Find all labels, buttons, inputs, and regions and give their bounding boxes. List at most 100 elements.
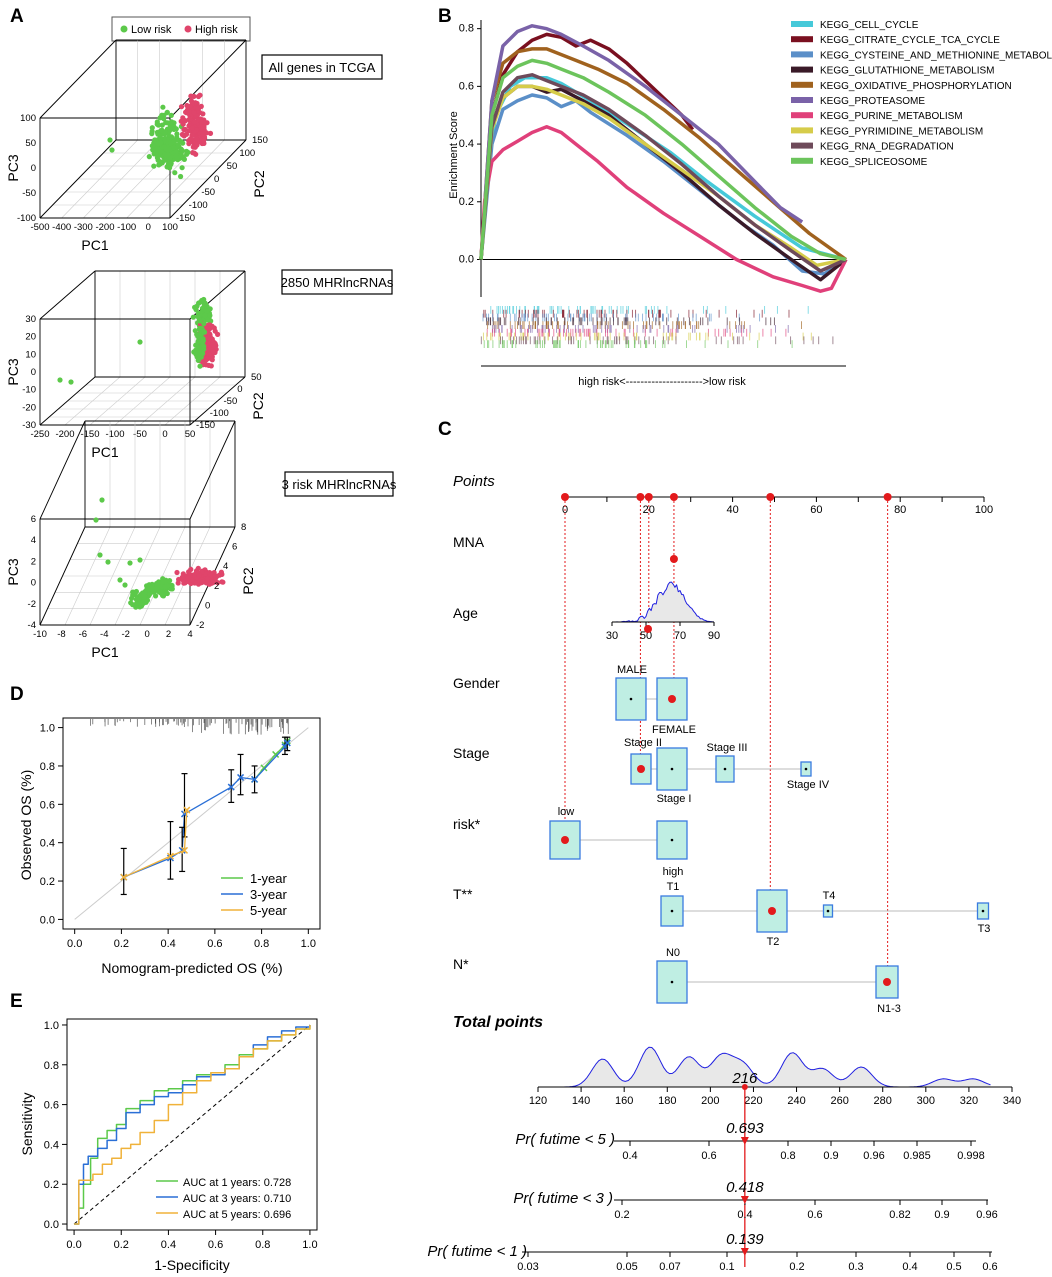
pca-point <box>147 591 153 597</box>
gsea-y-tick-label: 0.2 <box>459 196 474 208</box>
z-tick-label: 6 <box>232 542 237 553</box>
pca-point <box>179 131 185 138</box>
pca-point <box>195 105 201 111</box>
legend-marker-low <box>120 25 128 33</box>
gsea-y-tick-label: 0.0 <box>459 253 474 265</box>
y-tick-label: -100 <box>17 213 36 224</box>
gsea-y-tick-label: 0.6 <box>459 80 474 92</box>
pca-point <box>213 575 219 581</box>
pca-point <box>187 136 194 142</box>
t4-label: T4 <box>823 890 836 902</box>
total-tick-label: 180 <box>658 1095 676 1107</box>
pca-point <box>200 124 206 130</box>
y-tick-label: 10 <box>25 349 36 360</box>
calib-series-line <box>123 810 188 878</box>
pca-point <box>133 604 139 610</box>
pca-point <box>122 582 128 588</box>
x-tick-label: 0 <box>144 629 149 640</box>
pca-point <box>174 134 180 140</box>
total-tick-label: 200 <box>701 1095 719 1107</box>
x-tick-label: 100 <box>162 222 178 233</box>
gsea-legend-swatch <box>791 36 813 43</box>
panel-label-b: B <box>438 6 452 27</box>
roc-x-tick-label: 0.2 <box>114 1239 129 1251</box>
calib-xlabel: Nomogram-predicted OS (%) <box>101 960 282 976</box>
pca-point <box>93 517 99 523</box>
calib-y-tick-label: 1.0 <box>40 723 55 735</box>
gsea-ylabel: Enrichment Score <box>448 111 460 198</box>
x-tick-label: -8 <box>57 629 65 640</box>
pca-point <box>109 147 115 153</box>
pca-point <box>168 112 174 118</box>
calib-point <box>237 773 245 781</box>
pr3-tick-label: 0.4 <box>737 1209 752 1221</box>
pca-point <box>156 162 162 168</box>
gsea-legend-swatch <box>791 81 813 88</box>
plot-label-box <box>261 54 383 80</box>
pca-point <box>156 148 162 154</box>
gsea-series-line <box>479 75 847 262</box>
gender-female-label: FEMALE <box>652 724 696 736</box>
y-tick-label: 50 <box>25 138 36 149</box>
pr1-arrow <box>740 1248 749 1256</box>
nomo-pr5-label: Pr( futime < 5 ) <box>515 1131 615 1148</box>
pca-point <box>206 581 212 587</box>
pr5-tick-label: 0.9 <box>823 1150 838 1162</box>
pca-point <box>178 104 185 110</box>
pca-point <box>149 125 155 131</box>
pca-point <box>202 305 208 311</box>
t2-label: T2 <box>767 936 780 948</box>
pca-point <box>197 363 203 369</box>
pca-point <box>159 122 165 128</box>
x-tick-label: -400 <box>52 222 71 233</box>
nomo-row-mna: MNA <box>453 534 485 550</box>
calib-point <box>183 806 191 814</box>
roc-legend-label: AUC at 3 years: 0.710 <box>183 1193 291 1205</box>
t1-label: T1 <box>667 881 680 893</box>
pca-point <box>167 165 173 171</box>
y-tick-label: -10 <box>22 385 36 396</box>
calib-x-tick-label: 0.8 <box>254 938 269 950</box>
pca-point <box>137 339 143 345</box>
calib-y-tick-label: 0.2 <box>40 876 55 888</box>
z-tick-label: 4 <box>223 561 228 572</box>
gsea-legend-swatch <box>791 112 813 119</box>
pca-point <box>117 577 123 583</box>
pca-point <box>142 593 148 600</box>
pca-point <box>151 163 157 169</box>
gender-male-label: MALE <box>617 664 647 676</box>
y-axis-title: PC3 <box>5 558 21 585</box>
pr5-value: 0.693 <box>726 1120 764 1137</box>
roc-y-tick-label: 0.4 <box>44 1139 59 1151</box>
calib-x-tick-label: 0.6 <box>207 938 222 950</box>
risk-high-box-center <box>670 838 674 842</box>
pca-point <box>210 579 216 586</box>
panel-label-e: E <box>10 991 23 1012</box>
pca-point <box>160 104 166 110</box>
total-tick-label: 220 <box>744 1095 762 1107</box>
x-tick-label: -150 <box>80 429 99 440</box>
pca-point <box>185 575 191 581</box>
t3-label: T3 <box>978 923 991 935</box>
pca-point <box>68 379 74 385</box>
gsea-series-line <box>479 47 848 261</box>
nomo-row-n: N* <box>453 956 469 972</box>
z-tick-label: 50 <box>251 372 262 383</box>
pca-point <box>155 122 161 128</box>
box-edge <box>39 39 117 119</box>
risk-low-label: low <box>558 806 575 818</box>
nomo-row-gender: Gender <box>453 675 500 691</box>
z-axis-title: PC2 <box>250 392 266 419</box>
x-tick-label: -10 <box>33 629 47 640</box>
pca-point <box>137 557 143 563</box>
pca-point <box>159 579 166 585</box>
panel-label-a: A <box>10 6 24 27</box>
pca-point <box>200 111 206 117</box>
pca-point <box>195 93 202 100</box>
pca-point <box>200 339 206 345</box>
pca-point <box>178 173 184 180</box>
pca-point <box>207 334 213 340</box>
risk-low-box <box>549 820 581 860</box>
stage-2-box-marker <box>637 765 645 773</box>
